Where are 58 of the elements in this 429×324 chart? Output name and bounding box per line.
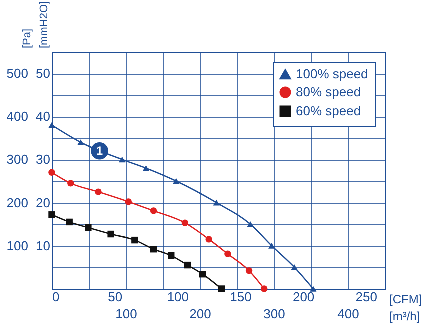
point — [142, 165, 150, 172]
legend-label: 60% speed — [296, 104, 362, 118]
point — [291, 264, 298, 270]
annotation: 1 — [96, 144, 104, 158]
y2-axis-title: [mmH2O] — [38, 1, 50, 48]
point — [108, 230, 114, 238]
point — [213, 200, 220, 206]
x2-tick-label: 300 — [264, 306, 286, 322]
point — [206, 236, 212, 243]
point — [199, 270, 206, 278]
point — [125, 198, 132, 206]
point — [66, 218, 73, 226]
point — [150, 208, 158, 214]
point — [261, 286, 268, 292]
point — [150, 246, 158, 253]
x-axis-title: [CFM] — [390, 292, 422, 306]
point — [310, 286, 317, 292]
point — [85, 224, 92, 232]
x2-tick-label: 400 — [338, 306, 360, 322]
point — [224, 250, 232, 258]
x-tick-label: 200 — [292, 290, 315, 304]
y2-tick-label: 50 — [36, 66, 50, 82]
x2-axis-title: [m³/h] — [390, 310, 420, 324]
x-tick-label: 0 — [52, 290, 60, 304]
point — [48, 122, 56, 128]
point — [184, 262, 192, 269]
x-tick-label: 150 — [230, 290, 252, 304]
point — [48, 212, 56, 218]
point — [132, 236, 138, 244]
point — [48, 169, 56, 176]
y-tick-label: 100 — [6, 238, 28, 254]
legend-label: 80% speed — [296, 84, 362, 100]
x-tick-label: 50 — [108, 290, 123, 304]
point — [246, 268, 253, 274]
point — [168, 252, 175, 260]
y-tick-label: 500 — [6, 66, 28, 82]
y2-tick-label: 20 — [36, 195, 50, 210]
y-tick-label: 200 — [6, 195, 28, 210]
x2-tick-label: 100 — [116, 306, 138, 322]
point — [218, 286, 225, 292]
y2-tick-label: 30 — [36, 152, 50, 168]
point — [182, 220, 189, 226]
legend-label: 100% speed — [296, 66, 368, 82]
y-tick-label: 300 — [6, 152, 28, 168]
point — [78, 140, 84, 146]
y2-tick-label: 40 — [36, 109, 50, 124]
point — [95, 188, 102, 196]
y-tick-label: 400 — [6, 109, 28, 124]
point — [67, 180, 74, 187]
y-axis-title: [Pa] — [22, 28, 34, 48]
point — [119, 156, 126, 163]
point — [247, 221, 254, 228]
x-tick-label: 100 — [167, 290, 190, 304]
x-tick-label: 250 — [356, 290, 378, 304]
point — [173, 178, 180, 184]
point — [268, 243, 276, 249]
y2-tick-label: 10 — [36, 238, 50, 254]
x2-tick-label: 200 — [190, 306, 212, 322]
